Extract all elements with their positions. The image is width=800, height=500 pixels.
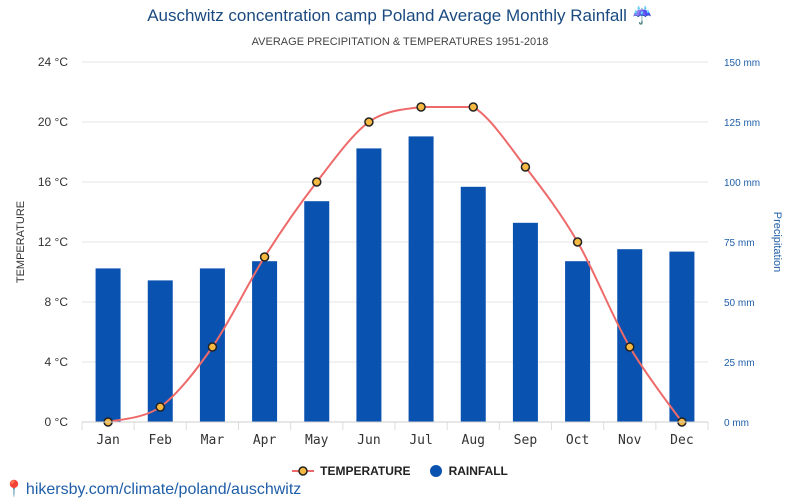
x-tick-label: Feb [149,433,173,448]
rainfall-bar [356,148,382,422]
x-tick-label: Dec [670,433,693,448]
x-tick-label: Jan [96,433,119,448]
rainfall-bar [304,201,330,422]
rainfall-bar [565,261,591,422]
right-tick-label: 0 mm [724,418,749,429]
grid-lines [81,61,709,430]
x-tick-label: Jun [357,433,380,448]
x-tick-label: Aug [462,433,485,448]
temperature-point [572,237,583,247]
temperature-point [625,342,635,352]
legend-item-rainfall[interactable]: RAINFALL [429,464,508,478]
left-tick-label: 4 °C [45,355,69,369]
left-tick-label: 20 °C [38,115,68,129]
left-tick-label: 12 °C [38,235,68,249]
source-link-text[interactable]: hikersby.com/climate/poland/auschwitz [25,481,302,498]
chart-title: Auschwitz concentration camp Poland Aver… [147,6,653,25]
rainfall-bar [512,222,538,422]
temperature-point [520,162,531,172]
rainfall-bar [408,136,434,422]
rainfall-bar [669,251,695,422]
temperature-line-layer [103,102,687,427]
left-tick-label: 16 °C [38,175,68,189]
legend-temperature-label: TEMPERATURE [320,464,411,478]
temperature-point [468,102,478,112]
temperature-point [416,102,426,112]
left-tick-label: 0 °C [45,415,69,429]
right-tick-label: 100 mm [724,178,760,189]
rainfall-bar [95,268,121,422]
x-tick-label: Apr [253,433,277,448]
rainfall-bar [147,280,173,422]
right-tick-label: 150 mm [724,58,760,69]
chart-subtitle: AVERAGE PRECIPITATION & TEMPERATURES 195… [251,36,549,48]
temperature-line [107,106,683,423]
right-tick-label: 75 mm [724,238,755,249]
right-tick-label: 25 mm [724,358,755,369]
rainfall-bar [252,261,278,422]
rainfall-bars [95,136,695,422]
rainfall-bar [617,249,643,422]
x-tick-label: Nov [618,433,642,448]
y-axis-left-title: TEMPERATURE [15,201,27,283]
temperature-point [259,252,270,262]
legend[interactable]: TEMPERATURE RAINFALL [0,464,800,478]
right-tick-label: 125 mm [724,118,760,129]
rainfall-bar [460,186,486,422]
y-axis-right-title: Precipitation [771,212,783,273]
legend-temperature-icon [292,466,315,476]
axes: 0 °C 4 °C 8 °C 12 °C 16 °C 20 °C 24 °C 0 mm 25 m… [15,55,783,448]
right-tick-label: 50 mm [724,298,755,309]
left-tick-label: 24 °C [38,55,68,69]
temperature-point [155,402,165,412]
x-tick-label: Jul [409,433,432,448]
source-link[interactable]: 📍 hikersby.com/climate/poland/auschwitz [4,479,301,499]
legend-rainfall-label: RAINFALL [448,464,508,478]
left-tick-label: 8 °C [45,295,69,309]
x-tick-label: Sep [514,433,538,448]
temperature-point [364,117,374,127]
temperature-point [312,177,322,187]
legend-item-temperature[interactable]: TEMPERATURE [292,464,411,478]
x-tick-label: Mar [201,433,225,448]
x-tick-label: May [305,433,329,448]
location-pin-icon: 📍 [4,481,24,498]
legend-rainfall-icon [429,465,442,477]
x-tick-label: Oct [566,433,589,448]
temperature-point [207,342,218,352]
